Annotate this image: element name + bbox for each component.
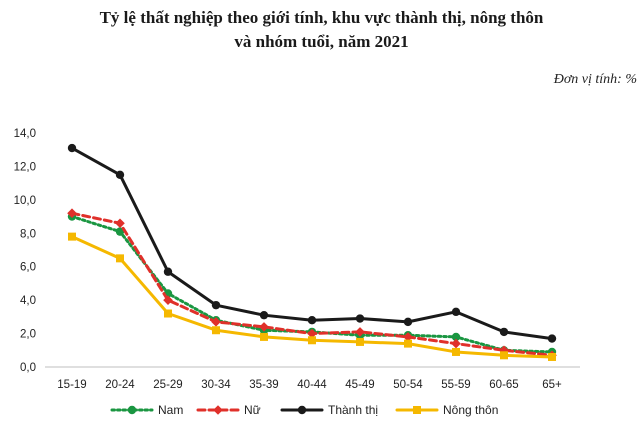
data-point-thanh-thi — [451, 307, 461, 317]
y-tick-label: 2,0 — [20, 329, 36, 341]
chart-title-line-1: Tỷ lệ thất nghiệp theo giới tính, khu vự… — [99, 8, 544, 27]
x-tick-label: 35-39 — [249, 379, 278, 391]
x-tick-label: 15-19 — [57, 379, 86, 391]
data-point-nu — [451, 338, 461, 349]
legend-marker-nong-thon — [413, 406, 421, 414]
data-point-nong-thon — [68, 232, 76, 241]
legend-marker-nu — [213, 405, 223, 415]
data-point-thanh-thi — [67, 143, 77, 153]
data-point-nu — [67, 208, 77, 219]
data-point-thanh-thi — [355, 314, 365, 323]
data-point-thanh-thi — [547, 334, 557, 343]
data-point-nong-thon — [308, 336, 316, 345]
legend-label-nong-thon: Nông thôn — [443, 403, 498, 417]
series-line-thanh-thi — [70, 146, 554, 341]
x-tick-label: 60-65 — [489, 379, 518, 391]
legend-marker-thanh-thi — [297, 405, 307, 415]
unit-label: Đơn vị tính: % — [553, 72, 637, 87]
x-tick-label: 20-24 — [105, 379, 135, 391]
data-point-thanh-thi — [115, 170, 125, 179]
data-point-nong-thon — [116, 254, 124, 263]
y-tick-label: 4,0 — [20, 295, 36, 307]
legend-marker-nam — [127, 405, 137, 415]
data-point-thanh-thi — [211, 300, 221, 310]
data-point-thanh-thi — [499, 327, 509, 337]
data-point-nong-thon — [548, 352, 556, 361]
data-point-nong-thon — [500, 351, 508, 360]
y-tick-label: 14,0 — [14, 128, 36, 140]
x-tick-label: 40-44 — [297, 379, 327, 391]
data-point-nong-thon — [212, 326, 220, 335]
data-point-thanh-thi — [163, 267, 173, 276]
data-point-nu — [355, 327, 365, 337]
chart-title-line-2: và nhóm tuổi, năm 2021 — [234, 32, 409, 51]
data-point-nong-thon — [260, 332, 268, 341]
legend-label-thanh-thi: Thành thị — [328, 403, 378, 417]
x-tick-label: 30-34 — [201, 379, 231, 391]
y-tick-label: 0,0 — [20, 362, 36, 374]
data-point-nong-thon — [164, 309, 172, 318]
y-tick-label: 12,0 — [14, 161, 36, 173]
y-tick-label: 10,0 — [14, 195, 36, 207]
x-tick-label: 45-49 — [345, 379, 374, 391]
y-tick-label: 6,0 — [20, 262, 36, 274]
chart-title: Tỷ lệ thất nghiệp theo giới tính, khu vự… — [0, 6, 643, 54]
legend-label-nu: Nữ — [244, 403, 261, 417]
data-point-thanh-thi — [403, 317, 413, 327]
data-point-nong-thon — [356, 337, 364, 346]
x-tick-label: 55-59 — [441, 379, 470, 391]
data-point-nong-thon — [452, 347, 460, 356]
data-point-nu — [499, 345, 509, 356]
data-point-nu — [403, 332, 413, 342]
data-point-thanh-thi — [259, 310, 269, 320]
data-point-nu — [259, 322, 269, 332]
data-point-nu — [115, 218, 125, 229]
x-tick-label: 50-54 — [393, 379, 423, 391]
legend-label-nam: Nam — [158, 403, 183, 417]
data-point-nam — [115, 227, 125, 236]
data-point-nu — [163, 295, 173, 305]
data-point-nong-thon — [404, 339, 412, 348]
data-point-nam — [451, 332, 461, 342]
x-tick-label: 25-29 — [153, 379, 182, 391]
data-point-thanh-thi — [307, 316, 317, 325]
data-point-nu — [307, 328, 317, 339]
y-tick-label: 8,0 — [20, 228, 36, 240]
data-point-nu — [211, 317, 221, 327]
x-tick-label: 65+ — [542, 379, 562, 391]
